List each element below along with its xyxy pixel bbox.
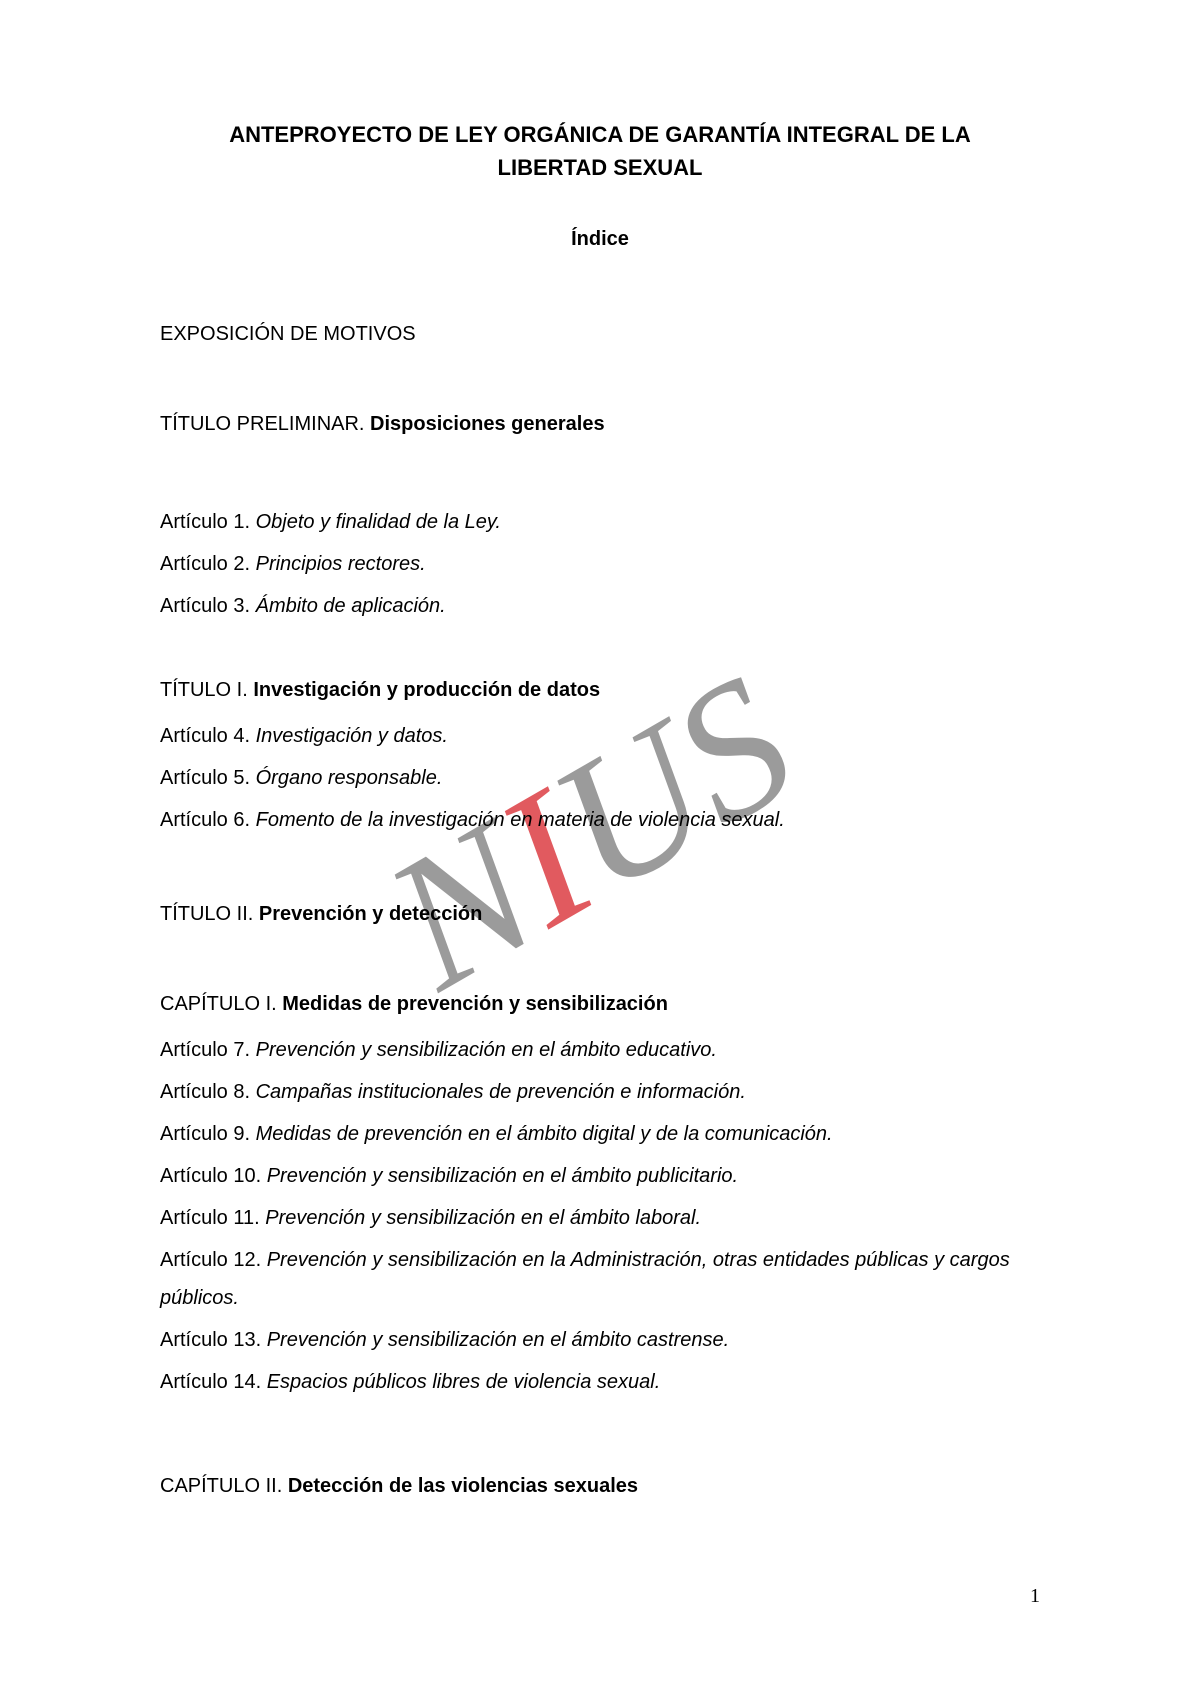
article-6: Artículo 6. Fomento de la investigación … — [160, 801, 1040, 839]
section-capitulo-ii: CAPÍTULO II. Detección de las violencias… — [160, 1471, 1040, 1501]
article-12-title: Prevención y sensibilización en la Admin… — [160, 1249, 1010, 1309]
article-9-title: Medidas de prevención en el ámbito digit… — [256, 1123, 833, 1145]
article-10-prefix: Artículo 10. — [160, 1165, 267, 1187]
section-capitulo-i: CAPÍTULO I. Medidas de prevención y sens… — [160, 989, 1040, 1019]
article-4-prefix: Artículo 4. — [160, 725, 256, 747]
article-13-title: Prevención y sensibilización en el ámbit… — [267, 1329, 729, 1351]
titulo-i-bold: Investigación y producción de datos — [253, 679, 600, 701]
article-14-title: Espacios públicos libres de violencia se… — [267, 1371, 661, 1393]
article-6-prefix: Artículo 6. — [160, 809, 256, 831]
article-14-prefix: Artículo 14. — [160, 1371, 267, 1393]
titulo-i-prefix: TÍTULO I. — [160, 679, 253, 701]
index-heading: Índice — [160, 228, 1040, 251]
article-11: Artículo 11. Prevención y sensibilizació… — [160, 1199, 1040, 1237]
titulo-preliminar-bold: Disposiciones generales — [370, 413, 605, 435]
article-10-title: Prevención y sensibilización en el ámbit… — [267, 1165, 738, 1187]
article-9: Artículo 9. Medidas de prevención en el … — [160, 1115, 1040, 1153]
article-1-prefix: Artículo 1. — [160, 511, 256, 533]
titulo-ii-prefix: TÍTULO II. — [160, 903, 259, 925]
article-8-prefix: Artículo 8. — [160, 1081, 256, 1103]
article-13-prefix: Artículo 13. — [160, 1329, 267, 1351]
article-13: Artículo 13. Prevención y sensibilizació… — [160, 1321, 1040, 1359]
section-exposicion: EXPOSICIÓN DE MOTIVOS — [160, 319, 1040, 349]
article-5-title: Órgano responsable. — [256, 767, 443, 789]
article-7-title: Prevención y sensibilización en el ámbit… — [256, 1039, 717, 1061]
article-11-title: Prevención y sensibilización en el ámbit… — [265, 1207, 701, 1229]
section-titulo-i: TÍTULO I. Investigación y producción de … — [160, 675, 1040, 705]
capitulo-i-bold: Medidas de prevención y sensibilización — [282, 993, 668, 1015]
section-titulo-ii: TÍTULO II. Prevención y detección — [160, 899, 1040, 929]
article-7-prefix: Artículo 7. — [160, 1039, 256, 1061]
article-14: Artículo 14. Espacios públicos libres de… — [160, 1363, 1040, 1401]
capitulo-ii-prefix: CAPÍTULO II. — [160, 1475, 288, 1497]
article-6-title: Fomento de la investigación en materia d… — [256, 809, 785, 831]
capitulo-ii-bold: Detección de las violencias sexuales — [288, 1475, 638, 1497]
article-8-title: Campañas institucionales de prevención e… — [256, 1081, 746, 1103]
titulo-ii-bold: Prevención y detección — [259, 903, 482, 925]
article-12: Artículo 12. Prevención y sensibilizació… — [160, 1241, 1040, 1317]
document-title: ANTEPROYECTO DE LEY ORGÁNICA DE GARANTÍA… — [160, 118, 1040, 184]
article-2-prefix: Artículo 2. — [160, 553, 256, 575]
article-7: Artículo 7. Prevención y sensibilización… — [160, 1031, 1040, 1069]
section-titulo-preliminar: TÍTULO PRELIMINAR. Disposiciones general… — [160, 409, 1040, 439]
article-1-title: Objeto y finalidad de la Ley. — [256, 511, 501, 533]
article-11-prefix: Artículo 11. — [160, 1207, 265, 1229]
article-8: Artículo 8. Campañas institucionales de … — [160, 1073, 1040, 1111]
article-2-title: Principios rectores. — [256, 553, 426, 575]
title-line-1: ANTEPROYECTO DE LEY ORGÁNICA DE GARANTÍA… — [229, 122, 971, 147]
article-1: Artículo 1. Objeto y finalidad de la Ley… — [160, 503, 1040, 541]
title-line-2: LIBERTAD SEXUAL — [498, 155, 703, 180]
section-exposicion-text: EXPOSICIÓN DE MOTIVOS — [160, 323, 416, 345]
article-3-title: Ámbito de aplicación. — [256, 595, 446, 617]
article-10: Artículo 10. Prevención y sensibilizació… — [160, 1157, 1040, 1195]
article-5: Artículo 5. Órgano responsable. — [160, 759, 1040, 797]
document-page: ANTEPROYECTO DE LEY ORGÁNICA DE GARANTÍA… — [160, 118, 1040, 1501]
article-4: Artículo 4. Investigación y datos. — [160, 717, 1040, 755]
article-9-prefix: Artículo 9. — [160, 1123, 256, 1145]
capitulo-i-prefix: CAPÍTULO I. — [160, 993, 282, 1015]
page-number: 1 — [1030, 1585, 1040, 1608]
article-3: Artículo 3. Ámbito de aplicación. — [160, 587, 1040, 625]
titulo-preliminar-prefix: TÍTULO PRELIMINAR. — [160, 413, 370, 435]
article-12-prefix: Artículo 12. — [160, 1249, 267, 1271]
article-2: Artículo 2. Principios rectores. — [160, 545, 1040, 583]
article-3-prefix: Artículo 3. — [160, 595, 256, 617]
article-5-prefix: Artículo 5. — [160, 767, 256, 789]
article-4-title: Investigación y datos. — [256, 725, 448, 747]
